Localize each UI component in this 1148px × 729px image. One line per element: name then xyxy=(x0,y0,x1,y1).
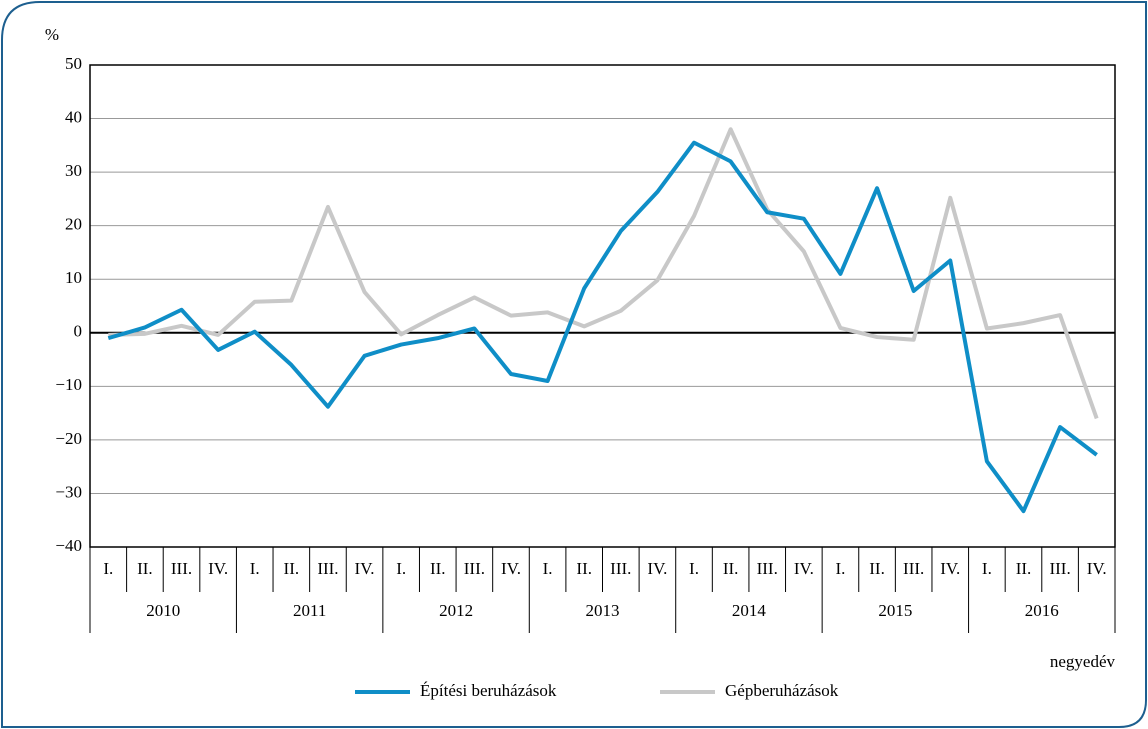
y-tick-label: 10 xyxy=(65,268,82,287)
y-axis-label: % xyxy=(45,25,59,44)
y-tick-label: 30 xyxy=(65,161,82,180)
data-line xyxy=(107,140,1098,514)
x-tick-label: III. xyxy=(171,559,192,578)
x-tick-label: IV. xyxy=(794,559,814,578)
x-tick-label: IV. xyxy=(208,559,228,578)
y-tick-label: 0 xyxy=(74,322,83,341)
y-tick-label: −20 xyxy=(55,429,82,448)
x-tick-label: II. xyxy=(1016,559,1032,578)
x-tick-label: II. xyxy=(723,559,739,578)
legend-label: Gépberuházások xyxy=(725,681,839,700)
x-tick-label: IV. xyxy=(501,559,521,578)
x-tick-label: IV. xyxy=(355,559,375,578)
x-axis-label: negyedév xyxy=(1050,652,1116,671)
x-tick-label: I. xyxy=(982,559,992,578)
x-tick-label: II. xyxy=(137,559,153,578)
year-label: 2014 xyxy=(732,601,767,620)
plot-frame xyxy=(89,64,1116,548)
year-label: 2012 xyxy=(439,601,473,620)
y-tick-label: −30 xyxy=(55,482,82,501)
x-tick-label: I. xyxy=(689,559,699,578)
year-label: 2013 xyxy=(586,601,620,620)
year-label: 2015 xyxy=(878,601,912,620)
y-tick-label: −40 xyxy=(55,536,82,555)
x-tick-label: I. xyxy=(835,559,845,578)
data-line xyxy=(108,127,1099,420)
y-tick-label: 50 xyxy=(65,54,82,73)
x-tick-label: II. xyxy=(430,559,446,578)
x-tick-label: IV. xyxy=(1087,559,1107,578)
year-label: 2011 xyxy=(293,601,326,620)
x-tick-label: I. xyxy=(250,559,260,578)
x-tick-label: III. xyxy=(1049,559,1070,578)
x-tick-label: III. xyxy=(464,559,485,578)
x-tick-label: III. xyxy=(757,559,778,578)
y-tick-label: 20 xyxy=(65,215,82,234)
y-tick-label: −10 xyxy=(55,375,82,394)
x-tick-label: III. xyxy=(903,559,924,578)
x-tick-label: I. xyxy=(103,559,113,578)
x-tick-label: II. xyxy=(284,559,300,578)
x-tick-label: II. xyxy=(869,559,885,578)
x-tick-label: III. xyxy=(610,559,631,578)
year-label: 2016 xyxy=(1025,601,1059,620)
x-tick-label: IV. xyxy=(647,559,667,578)
x-tick-label: I. xyxy=(396,559,406,578)
x-tick-label: I. xyxy=(543,559,553,578)
year-label: 2010 xyxy=(146,601,180,620)
x-tick-label: III. xyxy=(317,559,338,578)
legend-label: Építési beruházások xyxy=(420,681,557,700)
y-tick-label: 40 xyxy=(65,107,82,126)
x-tick-label: II. xyxy=(576,559,592,578)
x-tick-label: IV. xyxy=(940,559,960,578)
